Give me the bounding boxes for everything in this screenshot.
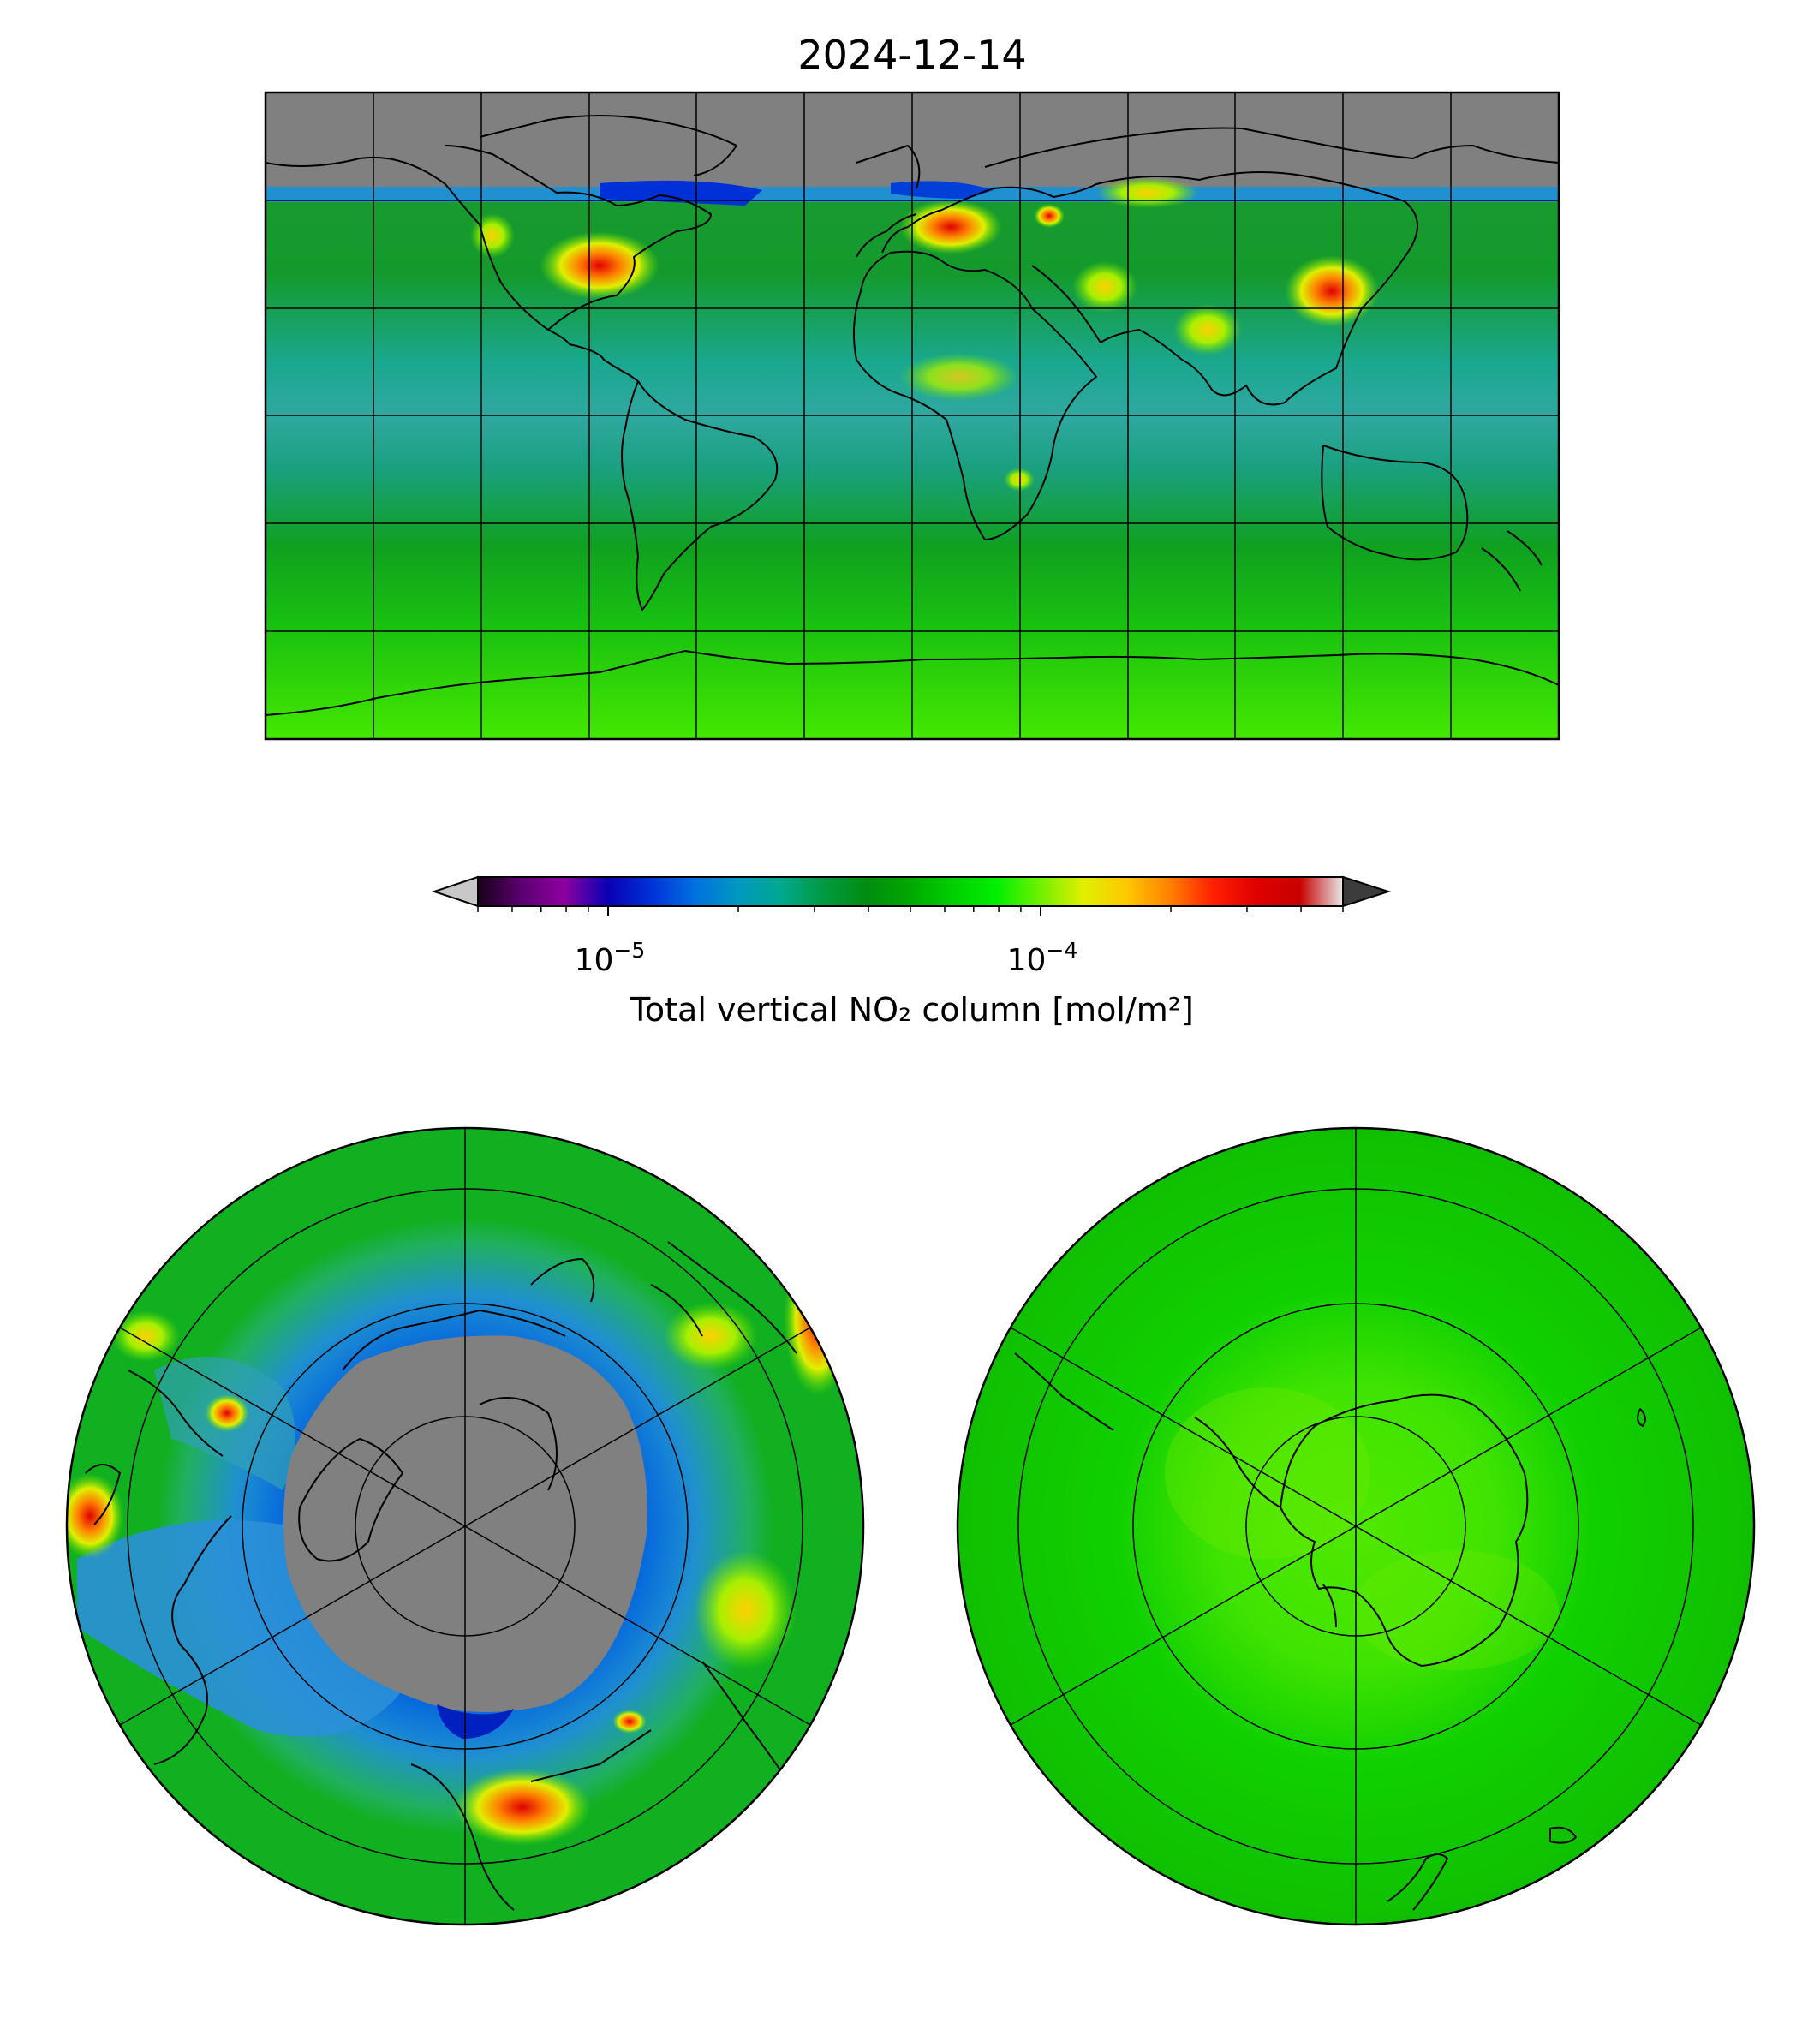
south-coastlines	[1014, 1352, 1646, 1911]
hotspot-siberia	[1096, 177, 1199, 208]
south-warm-region	[1165, 1387, 1370, 1559]
colorbar: 10−5 10−4 Total vertical NO₂ column [mol…	[431, 875, 1392, 1029]
north-hotspot	[612, 1710, 647, 1734]
north-coastlines	[85, 1241, 797, 1911]
north-warm-region	[664, 1302, 758, 1370]
global-gridlines	[266, 92, 1559, 739]
north-hotspot-us	[67, 1473, 124, 1559]
south-gridlines	[1010, 1128, 1702, 1925]
north-gridlines	[119, 1128, 811, 1925]
north-hotspot	[205, 1394, 249, 1432]
north-map-frame	[65, 1126, 865, 1926]
global-low-column-patch	[891, 181, 994, 199]
north-warm-region	[694, 1550, 797, 1670]
figure-title: 2024-12-14	[797, 32, 1026, 78]
colorbar-ticks	[477, 906, 1344, 916]
south-map-frame	[956, 1126, 1756, 1926]
colorbar-label: Total vertical NO₂ column [mol/m²]	[630, 991, 1194, 1029]
global-low-column-patch	[600, 180, 762, 206]
colorbar-over-extension	[1342, 875, 1392, 908]
hotspot-highveld	[1004, 468, 1035, 492]
south-warm-region	[1353, 1550, 1559, 1670]
hotspot-africa	[899, 353, 1019, 401]
hotspot-western-us	[470, 213, 515, 258]
hotspot-india	[1173, 304, 1242, 355]
south-polar-map	[956, 1126, 1756, 1926]
global-coastlines	[266, 115, 1559, 716]
north-hotspot-asia	[784, 1242, 852, 1396]
global-map	[264, 91, 1560, 741]
north-polar-map	[65, 1126, 865, 1926]
hotspot-eastern-us	[540, 231, 659, 300]
colorbar-tick-label: 10−5	[575, 938, 646, 978]
north-low-column-patch	[437, 1704, 514, 1739]
global-map-frame	[264, 91, 1560, 741]
hotspot-middle-east	[1072, 261, 1137, 313]
colorbar-tick-label: 10−4	[1007, 938, 1078, 978]
colorbar-under-triangle	[431, 875, 479, 908]
hotspot-europe	[899, 200, 1002, 254]
hotspot-moscow	[1034, 204, 1065, 228]
colorbar-body	[478, 877, 1343, 906]
north-hotspot-europe	[454, 1769, 591, 1846]
hotspot-china	[1285, 255, 1379, 327]
north-warm-region	[111, 1310, 180, 1362]
